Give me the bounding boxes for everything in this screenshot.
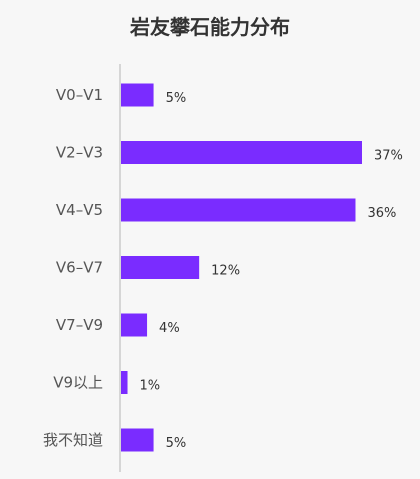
bar bbox=[121, 83, 154, 107]
bar bbox=[121, 313, 148, 337]
category-label: V9以上 bbox=[53, 374, 103, 392]
category-label: V2–V3 bbox=[56, 144, 103, 162]
bar bbox=[121, 428, 154, 452]
bar bbox=[121, 371, 128, 394]
category-label: V6–V7 bbox=[56, 259, 103, 277]
value-label: 36% bbox=[367, 206, 396, 221]
value-label: 4% bbox=[159, 321, 180, 336]
category-label: V7–V9 bbox=[56, 316, 103, 334]
bar bbox=[121, 141, 362, 164]
value-label: 1% bbox=[140, 379, 161, 394]
category-label: 我不知道 bbox=[43, 431, 103, 449]
bars-group: V0–V1 5% V2–V3 37% V4–V5 36% V6–V7 12% V7–V9 4% V9… bbox=[43, 83, 403, 452]
category-label: V0–V1 bbox=[56, 86, 103, 104]
chart-title: 岩友攀石能力分布 bbox=[129, 15, 290, 39]
bar bbox=[121, 198, 356, 222]
value-label: 5% bbox=[166, 436, 187, 451]
value-label: 5% bbox=[166, 91, 187, 106]
bar bbox=[121, 256, 200, 279]
value-label: 12% bbox=[211, 264, 240, 279]
category-label: V4–V5 bbox=[56, 201, 103, 219]
value-label: 37% bbox=[374, 149, 403, 164]
